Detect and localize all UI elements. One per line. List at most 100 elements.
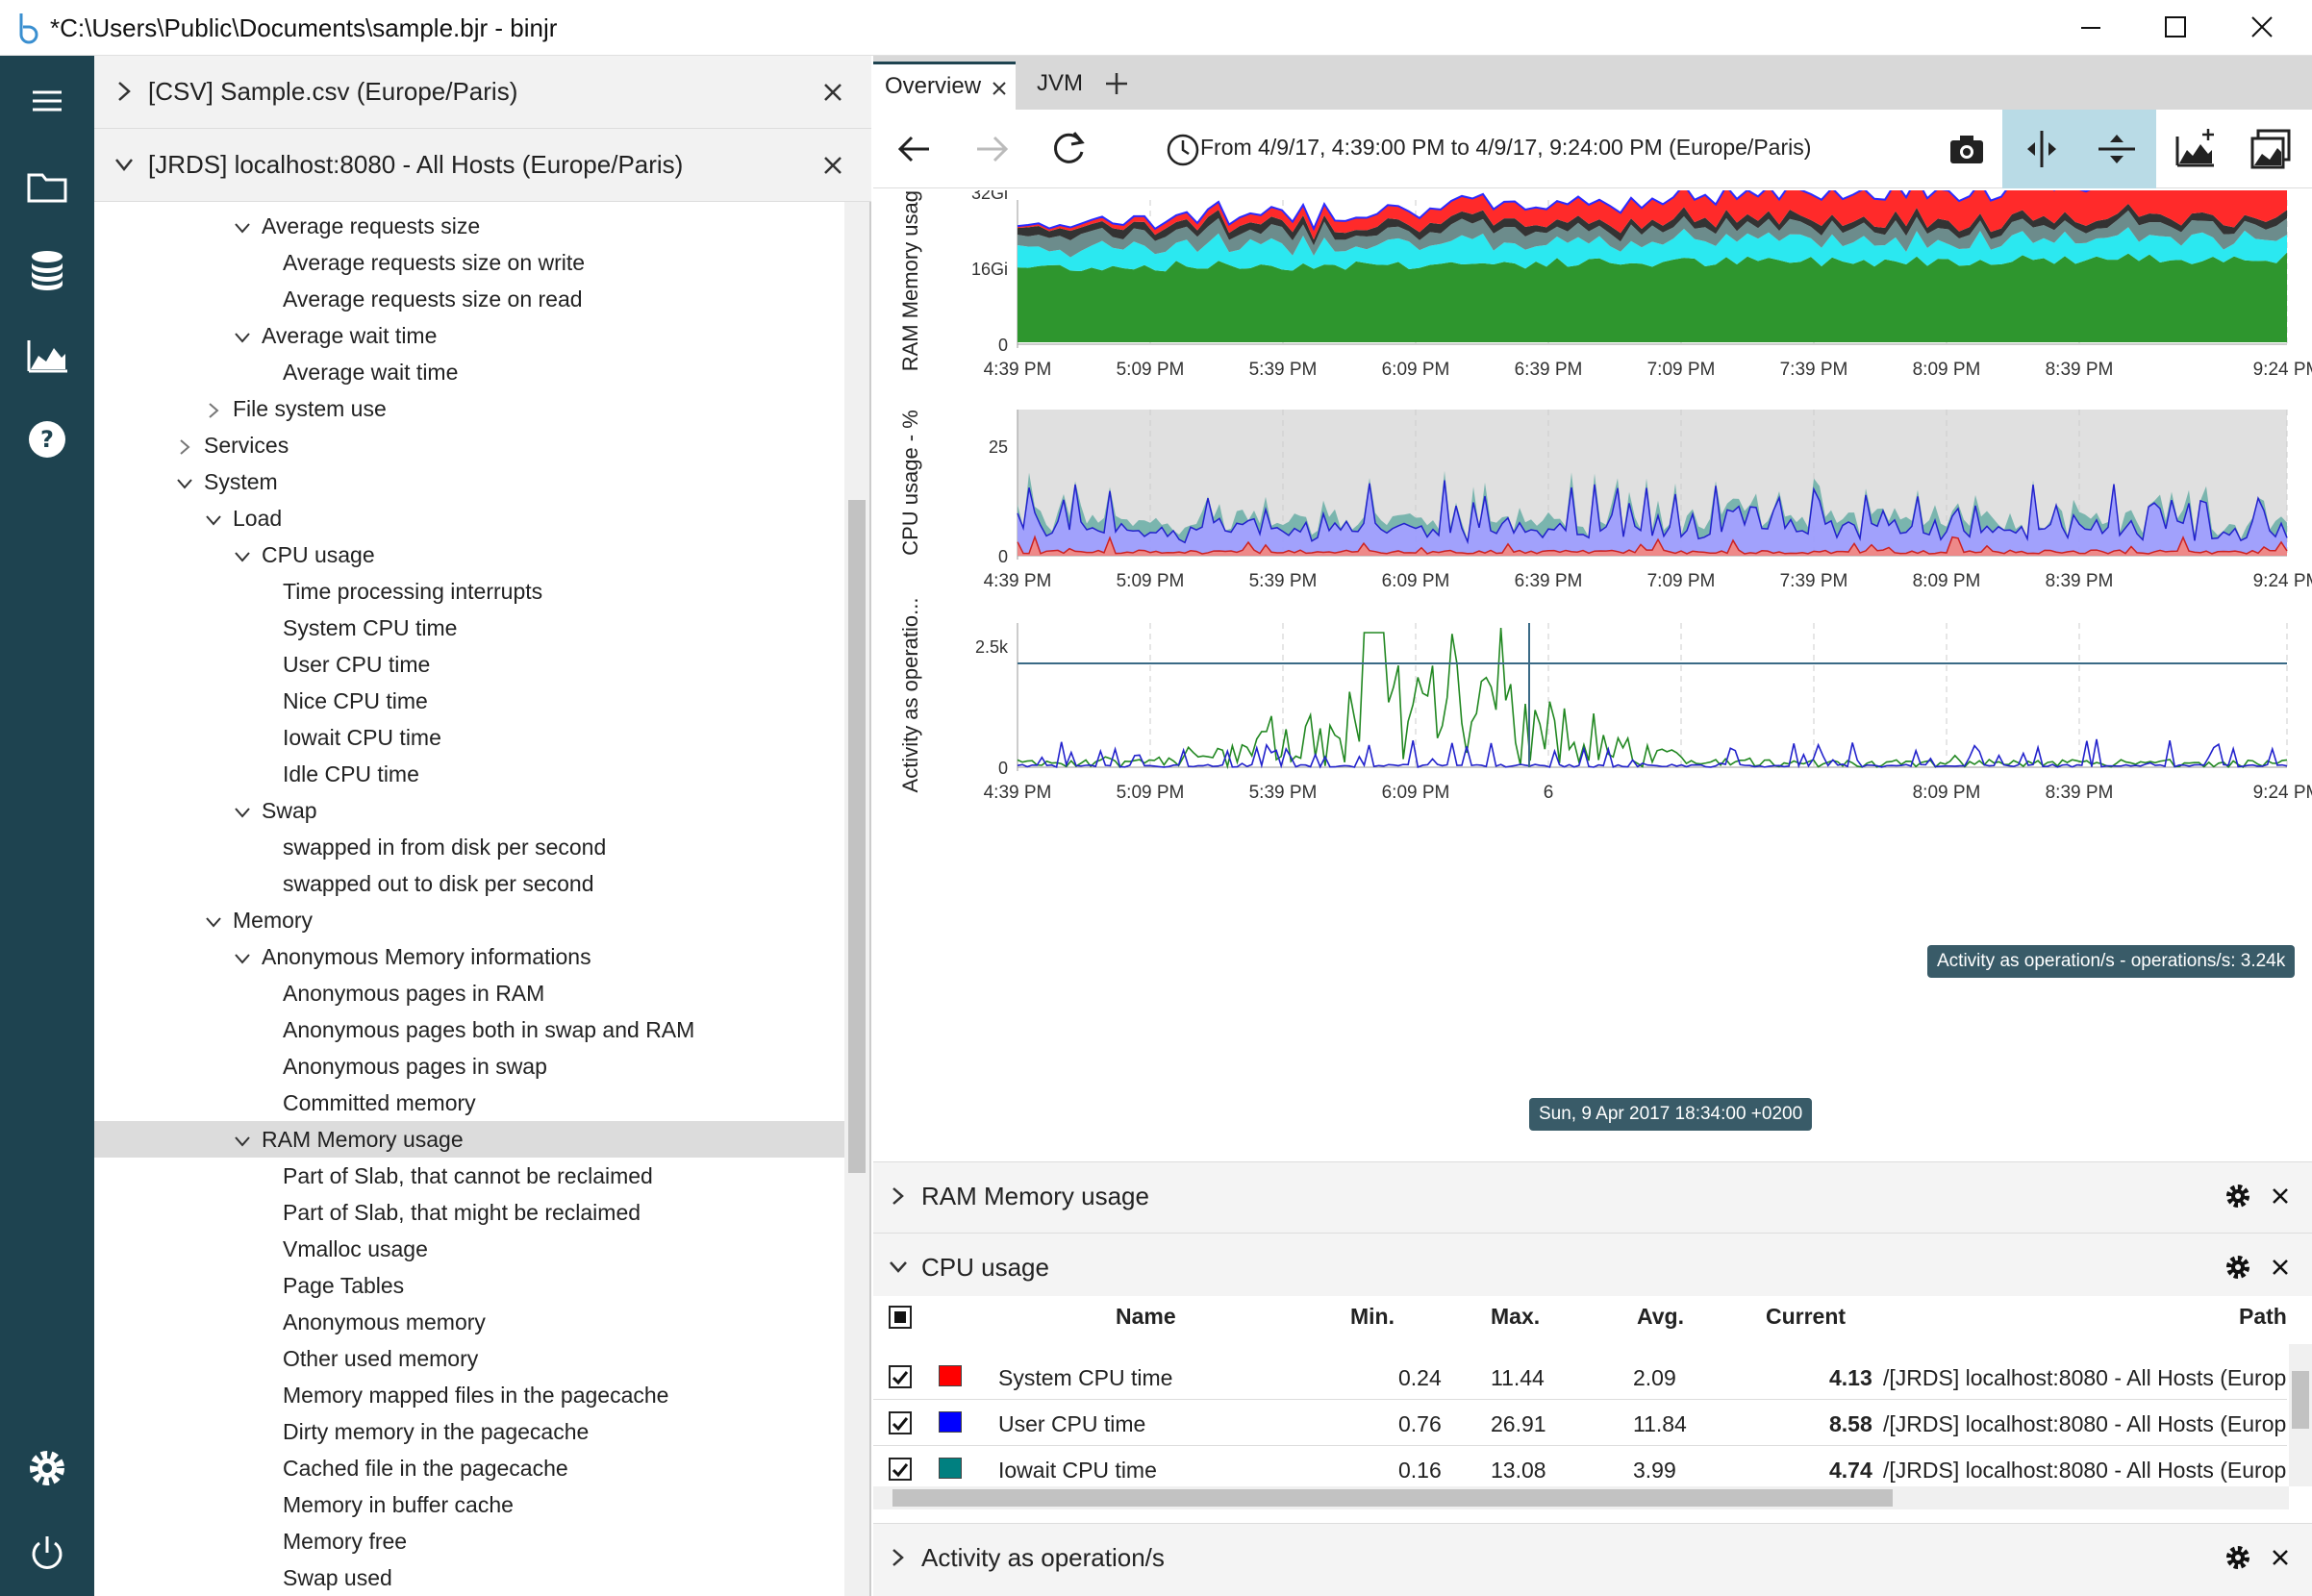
- column-avg[interactable]: Avg.: [1637, 1304, 1684, 1329]
- tree-item[interactable]: Swap: [233, 794, 317, 831]
- pane-activity[interactable]: Activity as operation/s: [873, 1523, 2312, 1596]
- select-all-checkbox[interactable]: [889, 1306, 912, 1329]
- tree-item[interactable]: Dirty memory in the pagecache: [283, 1415, 589, 1452]
- table-row[interactable]: User CPU time 0.76 26.91 11.84 8.58 /[JRDS] l…: [873, 1400, 2287, 1446]
- tree-item[interactable]: System: [175, 465, 278, 502]
- minimize-button[interactable]: [2058, 6, 2125, 50]
- chart-area-icon[interactable]: [21, 329, 73, 381]
- horizontal-zoom-icon[interactable]: [2016, 123, 2068, 175]
- close-tab-icon[interactable]: [991, 80, 1008, 97]
- tree-item[interactable]: swapped out to disk per second: [283, 867, 593, 904]
- tree-item[interactable]: Committed memory: [283, 1086, 476, 1123]
- tree-item[interactable]: Average requests size on write: [283, 246, 585, 283]
- tree-item[interactable]: Anonymous pages in swap: [283, 1050, 547, 1086]
- tree-item[interactable]: Memory free: [283, 1525, 407, 1561]
- series-checkbox[interactable]: [889, 1458, 912, 1481]
- tree-item[interactable]: Cached file in the pagecache: [283, 1452, 568, 1488]
- tree-item[interactable]: Average requests size: [233, 210, 480, 246]
- tree-item[interactable]: Memory mapped files in the pagecache: [283, 1379, 668, 1415]
- series-checkbox[interactable]: [889, 1411, 912, 1434]
- forward-arrow-icon[interactable]: [966, 123, 1018, 175]
- add-tab-icon[interactable]: [1102, 69, 1131, 98]
- chevron-down-icon[interactable]: [889, 1257, 908, 1278]
- tree-item[interactable]: CPU usage: [233, 538, 375, 575]
- chevron-down-icon[interactable]: [204, 511, 223, 530]
- chevron-down-icon[interactable]: [204, 912, 223, 932]
- tree-item[interactable]: Average wait time: [233, 319, 437, 356]
- column-name[interactable]: Name: [1116, 1304, 1176, 1329]
- tree-scrollbar[interactable]: [844, 202, 869, 1596]
- back-arrow-icon[interactable]: [889, 123, 941, 175]
- tree-item[interactable]: Part of Slab, that cannot be reclaimed: [283, 1160, 653, 1196]
- column-max[interactable]: Max.: [1491, 1304, 1541, 1329]
- folder-icon[interactable]: [21, 160, 73, 212]
- tree-item[interactable]: swapped in from disk per second: [283, 831, 606, 867]
- gear-icon[interactable]: [2224, 1182, 2252, 1210]
- tree-item[interactable]: Anonymous memory: [283, 1306, 486, 1342]
- pane-cpu-usage[interactable]: CPU usage: [873, 1233, 2312, 1306]
- chevron-down-icon[interactable]: [233, 328, 252, 347]
- chevron-right-icon[interactable]: [113, 77, 135, 106]
- settings-gear-icon[interactable]: [21, 1442, 73, 1494]
- chevron-down-icon[interactable]: [233, 949, 252, 968]
- column-min[interactable]: Min.: [1350, 1304, 1395, 1329]
- table-vscrollbar[interactable]: [2289, 1344, 2312, 1486]
- gear-icon[interactable]: [2224, 1543, 2252, 1572]
- tree-item[interactable]: System CPU time: [283, 611, 457, 648]
- tree-item[interactable]: Anonymous pages both in swap and RAM: [283, 1013, 694, 1050]
- add-chart-icon[interactable]: [2170, 123, 2222, 175]
- charts-svg[interactable]: RAM Memory usag... 0 16Gi 32Gi 4:39 PM 5:09 P…: [873, 166, 2312, 1161]
- close-source-icon[interactable]: [819, 152, 846, 179]
- tree-item[interactable]: Iowait CPU time: [283, 721, 441, 758]
- tree-item[interactable]: User CPU time: [283, 648, 430, 685]
- tree-item[interactable]: File system use: [204, 392, 387, 429]
- close-icon[interactable]: [2270, 1257, 2291, 1278]
- chevron-right-icon[interactable]: [889, 1547, 908, 1568]
- scrollbar-thumb[interactable]: [848, 500, 866, 1173]
- tree-item[interactable]: Anonymous Memory informations: [233, 940, 591, 977]
- clock-icon[interactable]: [1166, 133, 1200, 167]
- close-icon[interactable]: [2270, 1547, 2291, 1568]
- tree-item[interactable]: Memory in buffer cache: [283, 1488, 514, 1525]
- column-current[interactable]: Current: [1766, 1304, 1847, 1329]
- tree-item[interactable]: Swap used: [283, 1561, 392, 1596]
- tree-item[interactable]: Average requests size on read: [283, 283, 583, 319]
- vertical-zoom-icon[interactable]: [2091, 123, 2143, 175]
- chevron-right-icon[interactable]: [889, 1185, 908, 1207]
- chevron-down-icon[interactable]: [233, 218, 252, 237]
- table-row[interactable]: Iowait CPU time 0.16 13.08 3.99 4.74 /[JRDS] …: [873, 1446, 2287, 1492]
- close-source-icon[interactable]: [819, 79, 846, 106]
- tab-jvm[interactable]: JVM: [1025, 62, 1093, 110]
- tree-item[interactable]: Time processing interrupts: [283, 575, 542, 611]
- tree-item[interactable]: Page Tables: [283, 1269, 404, 1306]
- chevron-down-icon[interactable]: [233, 1132, 252, 1151]
- tree-item[interactable]: Other used memory: [283, 1342, 478, 1379]
- series-checkbox[interactable]: [889, 1365, 912, 1388]
- tree-item[interactable]: RAM Memory usage: [233, 1123, 464, 1160]
- chevron-down-icon[interactable]: [233, 803, 252, 822]
- chart-gallery-icon[interactable]: [2245, 123, 2297, 175]
- tree-item[interactable]: Anonymous pages in RAM: [283, 977, 544, 1013]
- tree-item[interactable]: Nice CPU time: [283, 685, 428, 721]
- refresh-icon[interactable]: [1043, 123, 1094, 175]
- time-range-picker[interactable]: From 4/9/17, 4:39:00 PM to 4/9/17, 9:24:…: [1200, 135, 1812, 160]
- tree-item[interactable]: Services: [175, 429, 289, 465]
- chevron-right-icon[interactable]: [175, 437, 194, 457]
- tree-item[interactable]: Idle CPU time: [283, 758, 419, 794]
- chevron-right-icon[interactable]: [204, 401, 223, 420]
- close-icon[interactable]: [2270, 1185, 2291, 1207]
- camera-icon[interactable]: [1941, 123, 1993, 175]
- maximize-button[interactable]: [2143, 6, 2210, 50]
- tree-item[interactable]: Vmalloc usage: [283, 1233, 428, 1269]
- chevron-down-icon[interactable]: [175, 474, 194, 493]
- tree-item[interactable]: Memory: [204, 904, 313, 940]
- gear-icon[interactable]: [2224, 1253, 2252, 1282]
- source-csv-header[interactable]: [CSV] Sample.csv (Europe/Paris): [94, 56, 871, 129]
- source-jrds-header[interactable]: [JRDS] localhost:8080 - All Hosts (Europ…: [94, 129, 871, 202]
- tree-item[interactable]: Load: [204, 502, 282, 538]
- tab-overview[interactable]: Overview: [873, 62, 1016, 110]
- chevron-down-icon[interactable]: [233, 547, 252, 566]
- table-hscrollbar[interactable]: [873, 1486, 2289, 1509]
- table-row[interactable]: System CPU time 0.24 11.44 2.09 4.13 /[JRDS] …: [873, 1354, 2287, 1400]
- help-icon[interactable]: ?: [21, 413, 73, 465]
